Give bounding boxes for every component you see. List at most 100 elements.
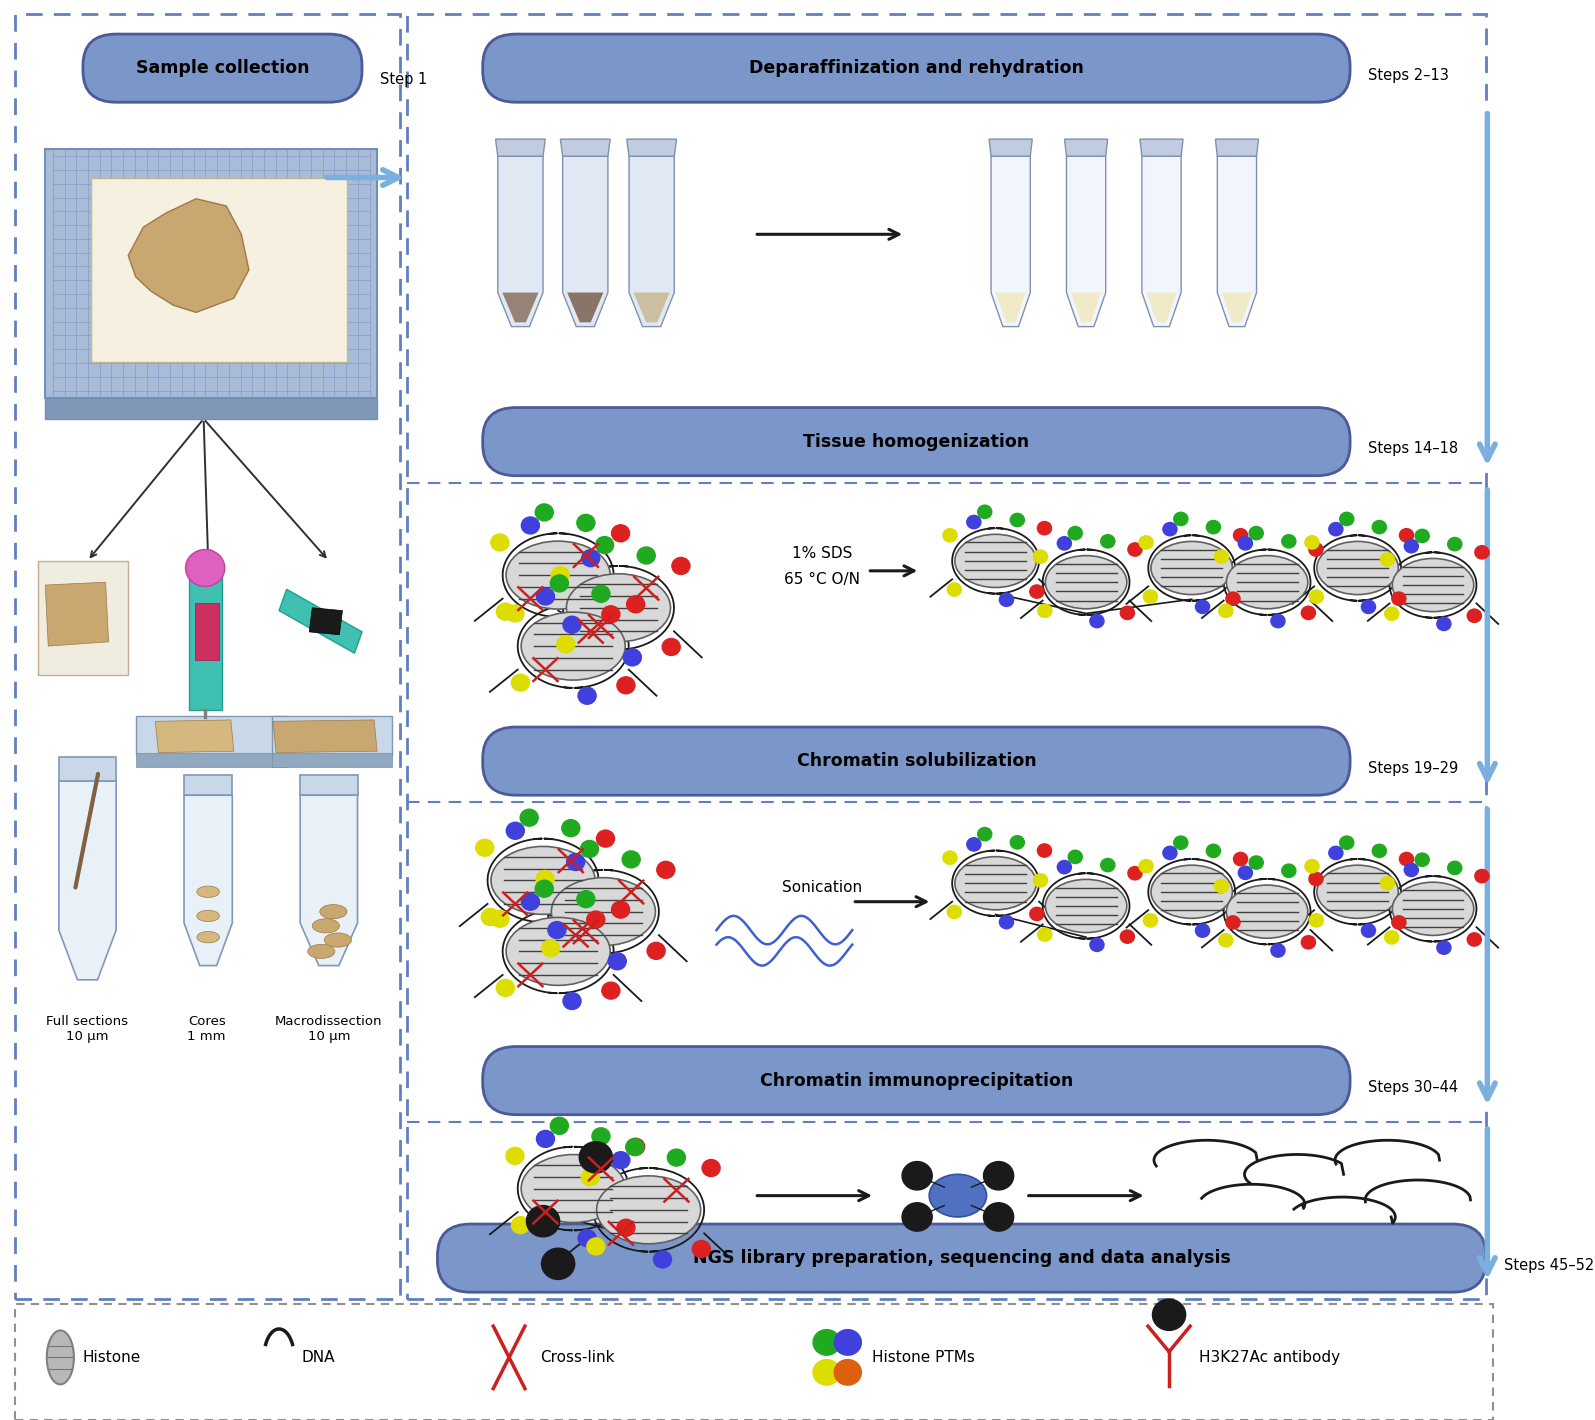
Circle shape — [1302, 936, 1316, 949]
Circle shape — [1206, 845, 1220, 858]
Text: Histone PTMs: Histone PTMs — [872, 1350, 975, 1365]
Circle shape — [1101, 859, 1115, 872]
Circle shape — [557, 636, 574, 653]
Circle shape — [1404, 540, 1418, 552]
Text: Histone: Histone — [83, 1350, 142, 1365]
Polygon shape — [183, 795, 233, 966]
Bar — [183, 775, 233, 795]
Text: Deparaffinization and rehydration: Deparaffinization and rehydration — [750, 60, 1085, 77]
Circle shape — [1309, 589, 1324, 604]
Polygon shape — [128, 199, 249, 312]
Circle shape — [1329, 523, 1343, 535]
Polygon shape — [273, 720, 376, 753]
Polygon shape — [498, 156, 542, 327]
Circle shape — [579, 1142, 612, 1173]
Circle shape — [185, 550, 225, 586]
Circle shape — [903, 1203, 931, 1231]
Circle shape — [552, 567, 569, 584]
Circle shape — [1144, 589, 1158, 604]
Circle shape — [1057, 537, 1072, 550]
Circle shape — [967, 838, 981, 851]
Circle shape — [1144, 913, 1158, 927]
Ellipse shape — [319, 905, 348, 919]
Polygon shape — [1147, 293, 1177, 322]
Circle shape — [536, 504, 553, 521]
Ellipse shape — [308, 944, 335, 959]
Circle shape — [984, 1162, 1014, 1190]
Circle shape — [967, 515, 981, 528]
Circle shape — [1362, 924, 1375, 937]
Polygon shape — [502, 293, 539, 322]
FancyBboxPatch shape — [483, 408, 1349, 476]
Circle shape — [550, 1118, 568, 1135]
Circle shape — [1089, 939, 1104, 951]
Circle shape — [943, 528, 957, 542]
Circle shape — [1372, 521, 1386, 534]
Circle shape — [581, 1169, 600, 1186]
Text: 65 °C O/N: 65 °C O/N — [785, 572, 860, 586]
Circle shape — [1271, 944, 1286, 957]
Text: H3K27Ac antibody: H3K27Ac antibody — [1199, 1350, 1340, 1365]
Circle shape — [1219, 604, 1233, 618]
Text: Sonication: Sonication — [782, 880, 863, 895]
Circle shape — [662, 639, 679, 656]
Circle shape — [582, 550, 600, 567]
Circle shape — [1309, 913, 1324, 927]
Polygon shape — [560, 139, 611, 156]
Circle shape — [1163, 846, 1177, 859]
Ellipse shape — [506, 917, 611, 985]
Ellipse shape — [1045, 555, 1126, 609]
Circle shape — [522, 893, 539, 910]
Circle shape — [1384, 606, 1399, 621]
Circle shape — [536, 870, 553, 888]
Circle shape — [1000, 916, 1013, 929]
Circle shape — [1038, 604, 1051, 618]
Text: Full sections
10 μm: Full sections 10 μm — [46, 1015, 129, 1044]
Circle shape — [1282, 535, 1295, 548]
Circle shape — [1249, 527, 1263, 540]
Circle shape — [1174, 513, 1188, 525]
Circle shape — [627, 596, 644, 613]
Polygon shape — [91, 178, 348, 362]
Ellipse shape — [1392, 882, 1474, 936]
Circle shape — [1249, 856, 1263, 869]
Circle shape — [1309, 872, 1322, 886]
Circle shape — [1120, 606, 1134, 619]
Circle shape — [1219, 933, 1233, 947]
Polygon shape — [1217, 156, 1257, 327]
Bar — [188, 575, 222, 710]
Polygon shape — [1067, 156, 1105, 327]
Circle shape — [608, 953, 627, 970]
Circle shape — [1437, 618, 1451, 630]
Circle shape — [491, 534, 509, 551]
Circle shape — [1227, 916, 1239, 929]
Polygon shape — [628, 156, 675, 327]
Circle shape — [1475, 869, 1490, 883]
Circle shape — [1282, 865, 1295, 878]
Circle shape — [1233, 852, 1247, 866]
Circle shape — [1362, 601, 1375, 613]
Circle shape — [1448, 538, 1461, 551]
Bar — [14, 1304, 1493, 1420]
Circle shape — [506, 1147, 523, 1164]
Ellipse shape — [506, 541, 611, 609]
Circle shape — [611, 525, 630, 542]
Ellipse shape — [597, 1176, 700, 1244]
Circle shape — [692, 1241, 710, 1258]
Circle shape — [1340, 513, 1354, 525]
Circle shape — [1415, 530, 1429, 542]
Ellipse shape — [930, 1174, 987, 1217]
Circle shape — [1467, 933, 1482, 946]
Ellipse shape — [196, 910, 220, 922]
Bar — [271, 753, 392, 767]
Circle shape — [512, 1217, 530, 1234]
Circle shape — [612, 1152, 630, 1169]
Circle shape — [542, 940, 560, 957]
Polygon shape — [45, 398, 376, 419]
Circle shape — [813, 1329, 841, 1355]
Ellipse shape — [566, 574, 670, 642]
Circle shape — [1475, 545, 1490, 559]
Circle shape — [903, 1162, 931, 1190]
Bar — [59, 757, 116, 781]
Ellipse shape — [491, 846, 595, 914]
